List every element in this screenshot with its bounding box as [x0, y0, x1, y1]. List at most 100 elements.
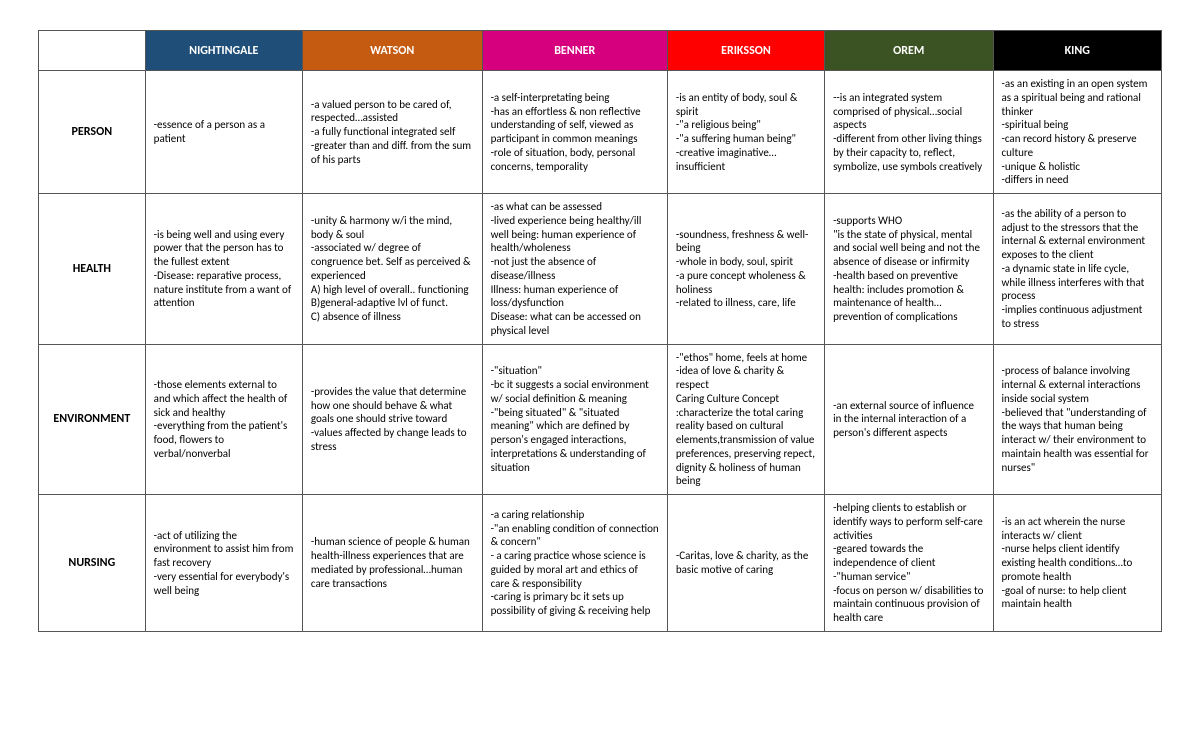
cell-health-orem: -supports WHO"is the state of physical, … [825, 194, 993, 345]
comparison-table: NIGHTINGALE WATSON BENNER ERIKSSON OREM … [38, 30, 1162, 632]
cell-text: -an external source of influence in the … [833, 399, 984, 440]
cell-text: -can record history & preserve culture [1002, 132, 1154, 160]
cell-person-orem: --is an integrated system comprised of p… [825, 71, 993, 194]
cell-text: -is being well and using every power tha… [154, 228, 294, 269]
cell-text: A) high level of overall.. functioning [311, 283, 474, 297]
cell-text: -"ethos" home, feels at home [676, 351, 816, 365]
cell-text: -geared towards the independence of clie… [833, 542, 984, 570]
cell-text: -related to illness, care, life [676, 296, 816, 310]
cell-text: -"a suffering human being" [676, 132, 816, 146]
cell-text: -differs in need [1002, 173, 1154, 187]
cell-text: -has an effortless & non reflective unde… [491, 105, 659, 146]
cell-environment-nightingale: -those elements external to and which af… [145, 344, 302, 495]
col-nightingale: NIGHTINGALE [145, 31, 302, 71]
row-nursing: NURSING -act of utilizing the environmen… [39, 495, 1162, 632]
cell-text: -helping clients to establish or identif… [833, 501, 984, 542]
cell-text: -"being situated" & "situated meaning" w… [491, 406, 659, 475]
cell-text: -a self-interpretating being [491, 91, 659, 105]
cell-text: -act of utilizing the environment to ass… [154, 529, 294, 570]
cell-text: -is an entity of body, soul & spirit [676, 91, 816, 119]
rowlabel-environment: ENVIRONMENT [39, 344, 146, 495]
cell-text: -values affected by change leads to stre… [311, 426, 474, 454]
cell-text: -health based on preventive health: incl… [833, 269, 984, 324]
cell-text: "is the state of physical, mental and so… [833, 228, 984, 269]
cell-text: -a valued person to be cared of, respect… [311, 98, 474, 126]
cell-nursing-benner: -a caring relationship-"an enabling cond… [482, 495, 667, 632]
header-row: NIGHTINGALE WATSON BENNER ERIKSSON OREM … [39, 31, 1162, 71]
cell-nursing-nightingale: -act of utilizing the environment to ass… [145, 495, 302, 632]
cell-text: -essence of a person as a patient [154, 118, 294, 146]
cell-text: --is an integrated system comprised of p… [833, 91, 984, 132]
cell-text: -"human service" [833, 570, 984, 584]
rowlabel-person: PERSON [39, 71, 146, 194]
header-blank [39, 31, 146, 71]
cell-text: B)general-adaptive lvl of funct. [311, 296, 474, 310]
cell-text: -Caritas, love & charity, as the basic m… [676, 549, 816, 577]
cell-text: -as an existing in an open system as a s… [1002, 77, 1154, 118]
cell-text: -idea of love & charity & respect [676, 364, 816, 392]
col-orem: OREM [825, 31, 993, 71]
cell-text: -soundness, freshness & well-being [676, 228, 816, 256]
cell-health-benner: -as what can be assessed-lived experienc… [482, 194, 667, 345]
cell-text: -believed that "understanding of the way… [1002, 406, 1154, 475]
cell-text: -role of situation, body, personal conce… [491, 146, 659, 174]
rowlabel-nursing: NURSING [39, 495, 146, 632]
cell-text: -as the ability of a person to adjust to… [1002, 207, 1154, 262]
cell-text: -a pure concept wholeness & holiness [676, 269, 816, 297]
cell-environment-benner: -"situation"-bc it suggests a social env… [482, 344, 667, 495]
cell-text: -unity & harmony w/i the mind, body & so… [311, 214, 474, 242]
col-watson: WATSON [302, 31, 482, 71]
row-health: HEALTH -is being well and using every po… [39, 194, 1162, 345]
cell-text: -a caring relationship [491, 508, 659, 522]
cell-person-nightingale: -essence of a person as a patient [145, 71, 302, 194]
cell-text: - a caring practice whose science is gui… [491, 549, 659, 590]
row-person: PERSON -essence of a person as a patient… [39, 71, 1162, 194]
cell-environment-watson: -provides the value that determine how o… [302, 344, 482, 495]
cell-text: -"an enabling condition of connection & … [491, 522, 659, 550]
cell-person-benner: -a self-interpretating being-has an effo… [482, 71, 667, 194]
cell-text: -associated w/ degree of congruence bet.… [311, 241, 474, 282]
cell-text: well being: human experience of health/w… [491, 228, 659, 256]
cell-text: -Disease: reparative process, nature ins… [154, 269, 294, 310]
cell-text: -greater than and diff. from the sum of … [311, 139, 474, 167]
cell-environment-orem: -an external source of influence in the … [825, 344, 993, 495]
cell-text: Illness: human experience of loss/dysfun… [491, 283, 659, 311]
cell-nursing-eriksson: -Caritas, love & charity, as the basic m… [667, 495, 824, 632]
cell-text: -bc it suggests a social environment w/ … [491, 378, 659, 406]
cell-text: -a fully functional integrated self [311, 125, 474, 139]
cell-person-eriksson: -is an entity of body, soul & spirit-"a … [667, 71, 824, 194]
cell-text: -goal of nurse: to help client maintain … [1002, 584, 1154, 612]
cell-nursing-orem: -helping clients to establish or identif… [825, 495, 993, 632]
cell-text: -as what can be assessed [491, 200, 659, 214]
cell-text: -nurse helps client identify existing he… [1002, 542, 1154, 583]
cell-text: -provides the value that determine how o… [311, 385, 474, 426]
col-benner: BENNER [482, 31, 667, 71]
cell-health-watson: -unity & harmony w/i the mind, body & so… [302, 194, 482, 345]
cell-person-king: -as an existing in an open system as a s… [993, 71, 1162, 194]
cell-text: -everything from the patient's food, flo… [154, 419, 294, 460]
rowlabel-health: HEALTH [39, 194, 146, 345]
cell-text: -lived experience being healthy/ill [491, 214, 659, 228]
col-eriksson: ERIKSSON [667, 31, 824, 71]
cell-text: -"situation" [491, 364, 659, 378]
row-environment: ENVIRONMENT -those elements external to … [39, 344, 1162, 495]
cell-nursing-king: -is an act wherein the nurse interacts w… [993, 495, 1162, 632]
cell-health-nightingale: -is being well and using every power tha… [145, 194, 302, 345]
cell-text: -caring is primary bc it sets up possibi… [491, 590, 659, 618]
cell-text: C) absence of illness [311, 310, 474, 324]
cell-text: -those elements external to and which af… [154, 378, 294, 419]
cell-text: -focus on person w/ disabilities to main… [833, 584, 984, 625]
cell-health-eriksson: -soundness, freshness & well-being-whole… [667, 194, 824, 345]
cell-text: -very essential for everybody's well bei… [154, 570, 294, 598]
cell-text: Disease: what can be accessed on physica… [491, 310, 659, 338]
col-king: KING [993, 31, 1162, 71]
cell-text: -"a religious being" [676, 118, 816, 132]
cell-environment-eriksson: -"ethos" home, feels at home-idea of lov… [667, 344, 824, 495]
cell-text: -process of balance involving internal &… [1002, 364, 1154, 405]
cell-nursing-watson: -human science of people & human health-… [302, 495, 482, 632]
cell-text: -not just the absence of disease/illness [491, 255, 659, 283]
cell-text: -unique & holistic [1002, 160, 1154, 174]
cell-text: -whole in body, soul, spirit [676, 255, 816, 269]
cell-text: -implies continuous adjustment to stress [1002, 303, 1154, 331]
cell-person-watson: -a valued person to be cared of, respect… [302, 71, 482, 194]
